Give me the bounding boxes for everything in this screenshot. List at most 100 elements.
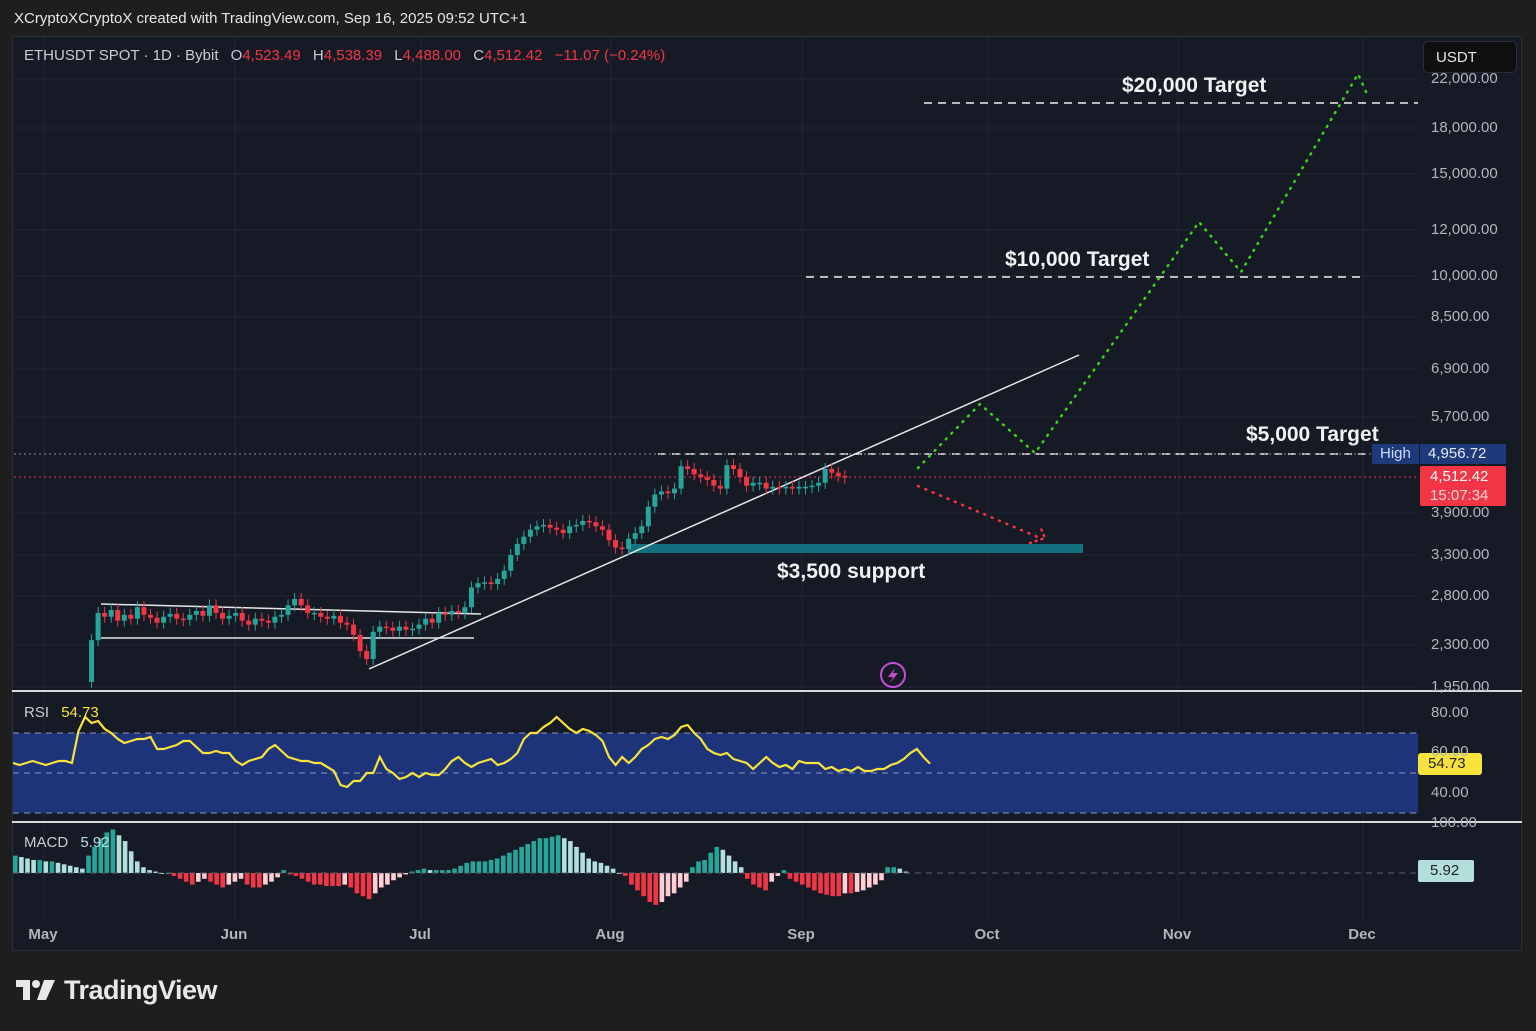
- candle-body: [593, 522, 599, 527]
- candle-body: [265, 620, 271, 623]
- candle-body: [396, 626, 402, 631]
- macd-histogram-bar: [867, 873, 872, 888]
- macd-legend-value: 5.92: [80, 834, 110, 851]
- macd-histogram-bar: [177, 873, 183, 879]
- indicator-tick: 40.00: [1431, 784, 1469, 801]
- candle-body: [789, 486, 795, 489]
- candle-body: [711, 479, 717, 486]
- last-price-tag: 4,512.42 15:07:34: [1420, 466, 1506, 506]
- macd-histogram-bar: [263, 873, 268, 885]
- candle-body: [835, 472, 841, 477]
- candle-body: [324, 616, 330, 619]
- macd-histogram-bar: [854, 873, 860, 892]
- macd-histogram-bar: [324, 873, 329, 887]
- candle-body: [357, 634, 363, 652]
- candle-body: [547, 524, 553, 528]
- tradingview-logo[interactable]: TradingView: [16, 975, 218, 1006]
- candle-body: [272, 616, 278, 623]
- candle-body: [527, 529, 533, 537]
- candle-body: [541, 524, 546, 527]
- macd-histogram-bar: [647, 873, 652, 902]
- macd-histogram-bar: [330, 873, 335, 887]
- candle-body: [134, 607, 140, 619]
- candle-body: [429, 618, 435, 623]
- candle-body: [442, 612, 448, 615]
- macd-histogram-bar: [677, 873, 683, 888]
- candle-body: [423, 618, 429, 625]
- candle-body: [685, 466, 691, 469]
- candle-body: [337, 615, 343, 623]
- candle-body: [364, 651, 370, 660]
- candle-body: [226, 615, 232, 619]
- macd-histogram-bar: [586, 858, 591, 873]
- macd-histogram-bar: [507, 852, 512, 873]
- macd-histogram-bar: [799, 873, 805, 885]
- change-value: −11.07 (−0.24%): [554, 47, 666, 64]
- macd-histogram-bar: [183, 873, 189, 882]
- indicator-tick: 80.00: [1431, 704, 1469, 721]
- macd-histogram-bar: [769, 873, 774, 882]
- macd-histogram-bar: [440, 870, 445, 873]
- macd-histogram-bar: [25, 858, 30, 873]
- macd-histogram-bar: [226, 873, 232, 885]
- macd-histogram-bar: [793, 873, 799, 882]
- macd-histogram-bar: [305, 873, 311, 882]
- macd-histogram-bar: [745, 873, 750, 879]
- candle-body: [154, 617, 160, 623]
- macd-histogram-bar: [49, 861, 55, 873]
- macd-histogram-bar: [98, 838, 103, 873]
- macd-histogram-bar: [623, 873, 628, 876]
- candle-body: [89, 640, 95, 682]
- macd-histogram-bar: [470, 861, 476, 873]
- candle-body: [665, 491, 671, 494]
- candle-body: [737, 468, 743, 478]
- candle-body: [482, 582, 488, 584]
- macd-histogram-bar: [311, 873, 317, 885]
- macd-histogram-bar: [873, 873, 878, 885]
- macd-histogram-bar: [653, 873, 659, 905]
- candle-body: [344, 622, 350, 625]
- macd-histogram-bar: [250, 873, 256, 888]
- macd-histogram-bar: [415, 870, 421, 873]
- candle-body: [599, 526, 605, 530]
- price-tick: 5,700.00: [1431, 408, 1490, 425]
- candle-body: [449, 610, 455, 615]
- high-price-tag: 4,956.72: [1420, 444, 1506, 464]
- macd-legend: MACD 5.92: [24, 834, 110, 851]
- candle-body: [403, 626, 409, 630]
- macd-histogram-bar: [641, 873, 646, 897]
- macd-histogram-bar: [153, 871, 158, 873]
- macd-histogram-bar: [848, 873, 854, 894]
- macd-histogram-bar: [196, 873, 201, 882]
- support-zone: [629, 544, 1083, 553]
- rsi-legend-value: 54.73: [61, 704, 99, 721]
- candle-body: [606, 529, 612, 541]
- candle-body: [148, 614, 153, 618]
- candle-body: [672, 488, 677, 494]
- time-tick: Jun: [220, 926, 248, 943]
- macd-histogram-bar: [690, 867, 695, 873]
- target-20000-label: $20,000 Target: [1122, 74, 1267, 97]
- macd-histogram-bar: [43, 861, 49, 873]
- price-tick: 1,950.00: [1431, 678, 1490, 695]
- currency-button[interactable]: USDT: [1423, 41, 1517, 73]
- macd-histogram-bar: [580, 852, 585, 873]
- tradingview-logo-icon: [16, 975, 56, 1006]
- macd-histogram-bar: [354, 873, 360, 894]
- indicator-tick: 60.00: [1431, 743, 1469, 760]
- candle-body: [180, 618, 186, 621]
- candle-body: [370, 631, 376, 660]
- candle-body: [161, 616, 167, 623]
- candle-body: [567, 526, 573, 534]
- candle-body: [639, 526, 645, 534]
- candle-body: [383, 626, 389, 629]
- macd-histogram-bar: [714, 846, 720, 873]
- macd-histogram-bar: [128, 851, 134, 873]
- candle-body: [750, 482, 756, 486]
- macd-histogram-bar: [348, 873, 354, 888]
- macd-histogram-bar: [562, 838, 567, 873]
- macd-histogram-bar: [476, 861, 482, 873]
- candle-body: [292, 598, 298, 606]
- macd-histogram-bar: [812, 873, 817, 891]
